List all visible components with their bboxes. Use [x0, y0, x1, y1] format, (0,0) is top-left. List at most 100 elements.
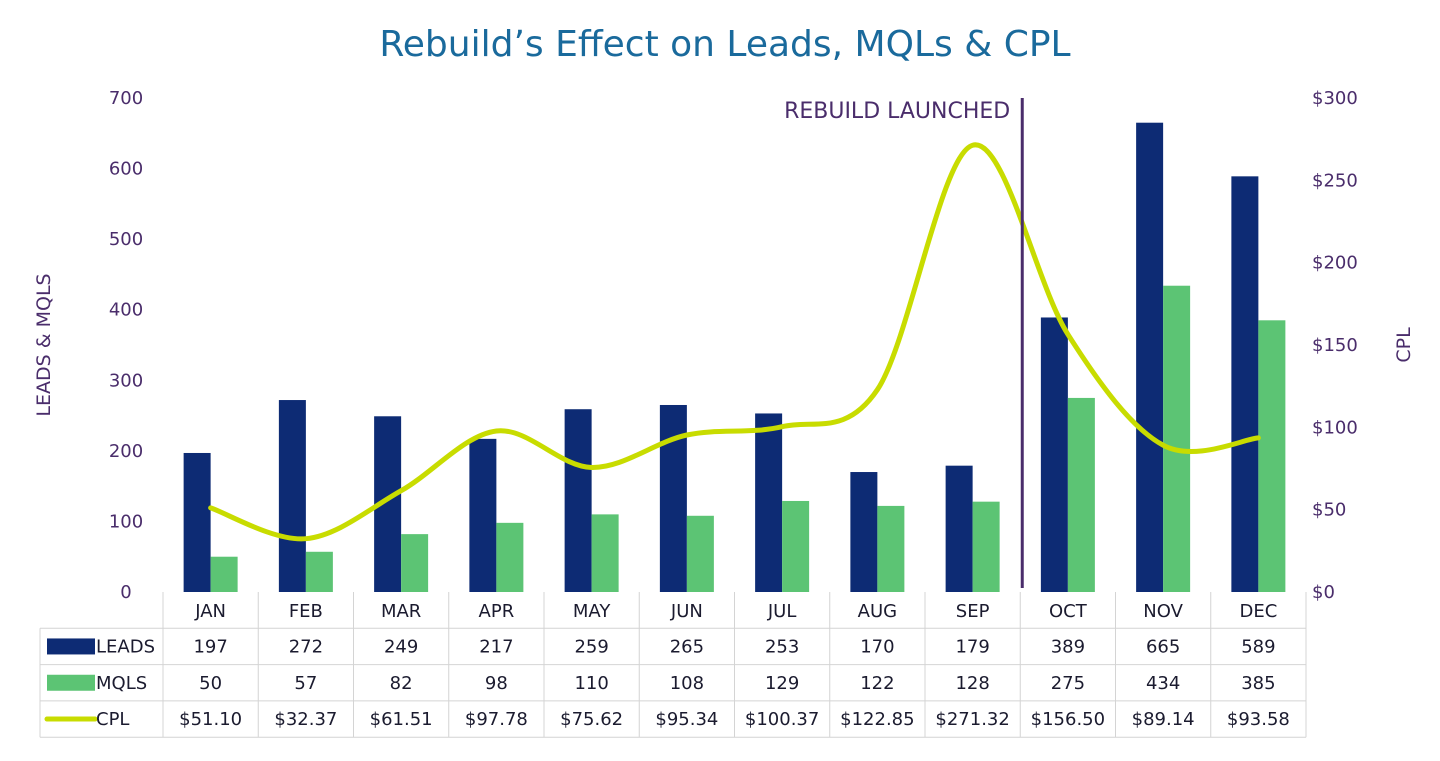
bar-mqls-jan [210, 556, 238, 592]
data-label-cpl: $95.34 [655, 709, 718, 730]
y2-axis-title: CPL [1393, 327, 1415, 363]
line-series-group [208, 142, 1261, 542]
legend-label-mqls: MQLS [96, 673, 147, 694]
bar-mqls-aug [877, 505, 905, 592]
x-tick-label: JAN [194, 601, 226, 622]
bar-mqls-may [591, 514, 619, 592]
y-tick-label: 400 [109, 300, 143, 321]
data-label-mqls: 50 [199, 673, 222, 694]
data-label-mqls: 385 [1241, 673, 1275, 694]
data-label-cpl: $93.58 [1227, 709, 1290, 730]
data-label-cpl: $100.37 [745, 709, 819, 730]
bar-mqls-mar [401, 534, 429, 592]
x-tick-label: JUL [767, 601, 797, 622]
y-axis-title: LEADS & MQLS [33, 273, 55, 416]
x-tick-label: DEC [1239, 601, 1277, 622]
data-label-leads: 179 [955, 636, 989, 657]
y2-tick-label: $0 [1312, 582, 1335, 603]
data-label-leads: 249 [384, 636, 418, 657]
data-label-cpl: $122.85 [840, 709, 914, 730]
data-label-cpl: $32.37 [274, 709, 337, 730]
x-tick-label: MAY [573, 601, 611, 622]
rebuild-annotation: REBUILD LAUNCHED [784, 98, 1024, 588]
y2-tick-label: $250 [1312, 170, 1358, 191]
x-tick-label: APR [479, 601, 515, 622]
data-label-mqls: 128 [955, 673, 989, 694]
y2-tick-label: $100 [1312, 417, 1358, 438]
bar-leads-jun [659, 404, 687, 592]
bar-mqls-jun [686, 515, 714, 592]
data-label-mqls: 122 [860, 673, 894, 694]
legend-label-cpl: CPL [96, 709, 129, 730]
data-label-mqls: 57 [294, 673, 317, 694]
x-tick-label: OCT [1049, 601, 1088, 622]
axes-group: 0 100 200 300 400 500 600 700 LEADS & MQLS $0 $50 $… [33, 88, 1415, 603]
data-label-leads: 259 [574, 636, 608, 657]
bar-mqls-feb [305, 551, 333, 592]
bar-mqls-sep [972, 501, 1000, 592]
bar-series-group [183, 122, 1286, 592]
bar-leads-dec [1231, 176, 1259, 592]
data-label-leads: 589 [1241, 636, 1275, 657]
data-label-cpl: $97.78 [465, 709, 528, 730]
y-tick-label: 500 [109, 229, 143, 250]
x-tick-label: JUN [670, 601, 703, 622]
data-label-leads: 217 [479, 636, 513, 657]
data-label-mqls: 98 [485, 673, 508, 694]
bar-leads-sep [945, 465, 973, 592]
y-tick-label: 600 [109, 159, 143, 180]
data-label-leads: 665 [1146, 636, 1180, 657]
data-table-grid [39, 592, 1307, 738]
chart-title: Rebuild’s Effect on Leads, MQLs & CPL [379, 24, 1070, 65]
data-label-cpl: $75.62 [560, 709, 623, 730]
bar-mqls-apr [496, 522, 524, 592]
y2-tick-label: $300 [1312, 88, 1358, 109]
data-label-leads: 389 [1051, 636, 1085, 657]
y2-tick-label: $50 [1312, 500, 1346, 521]
x-tick-label: NOV [1143, 601, 1183, 622]
y2-tick-label: $150 [1312, 335, 1358, 356]
y-tick-label: 100 [109, 511, 143, 532]
data-label-mqls: 129 [765, 673, 799, 694]
data-label-leads: 272 [289, 636, 323, 657]
data-label-cpl: $271.32 [935, 709, 1009, 730]
legend-key-mqls [47, 674, 95, 691]
legend-key-leads [47, 638, 95, 655]
bar-leads-jan [183, 452, 211, 592]
data-label-leads: 170 [860, 636, 894, 657]
data-label-mqls: 434 [1146, 673, 1180, 694]
y-tick-label: 300 [109, 370, 143, 391]
bar-leads-apr [469, 438, 497, 592]
data-label-leads: 197 [193, 636, 227, 657]
y-tick-label: 200 [109, 441, 143, 462]
data-label-cpl: $89.14 [1132, 709, 1195, 730]
data-label-leads: 265 [670, 636, 704, 657]
data-label-cpl: $51.10 [179, 709, 242, 730]
data-label-mqls: 275 [1051, 673, 1085, 694]
bar-leads-jul [755, 413, 783, 592]
data-label-cpl: $61.51 [370, 709, 433, 730]
x-tick-label: AUG [858, 601, 897, 622]
data-label-mqls: 108 [670, 673, 704, 694]
data-label-mqls: 110 [574, 673, 608, 694]
data-label-cpl: $156.50 [1031, 709, 1105, 730]
bar-leads-oct [1040, 317, 1068, 592]
bar-mqls-nov [1163, 285, 1191, 592]
bar-leads-feb [278, 400, 306, 592]
data-table: JAN FEB MAR APR MAY JUN JUL AUG SEP OCT NOV DEC LEAD… [44, 601, 1290, 730]
bar-leads-aug [850, 472, 878, 592]
legend-label-leads: LEADS [96, 636, 155, 657]
y2-tick-label: $200 [1312, 253, 1358, 274]
data-label-mqls: 82 [390, 673, 413, 694]
x-tick-label: SEP [956, 601, 990, 622]
line-cpl [208, 142, 1261, 542]
bar-leads-may [564, 409, 592, 592]
bar-mqls-jul [782, 500, 810, 592]
data-label-leads: 253 [765, 636, 799, 657]
y-tick-label: 700 [109, 88, 143, 109]
y-tick-label: 0 [120, 582, 131, 603]
bar-mqls-dec [1258, 320, 1286, 592]
bar-leads-nov [1136, 122, 1164, 592]
